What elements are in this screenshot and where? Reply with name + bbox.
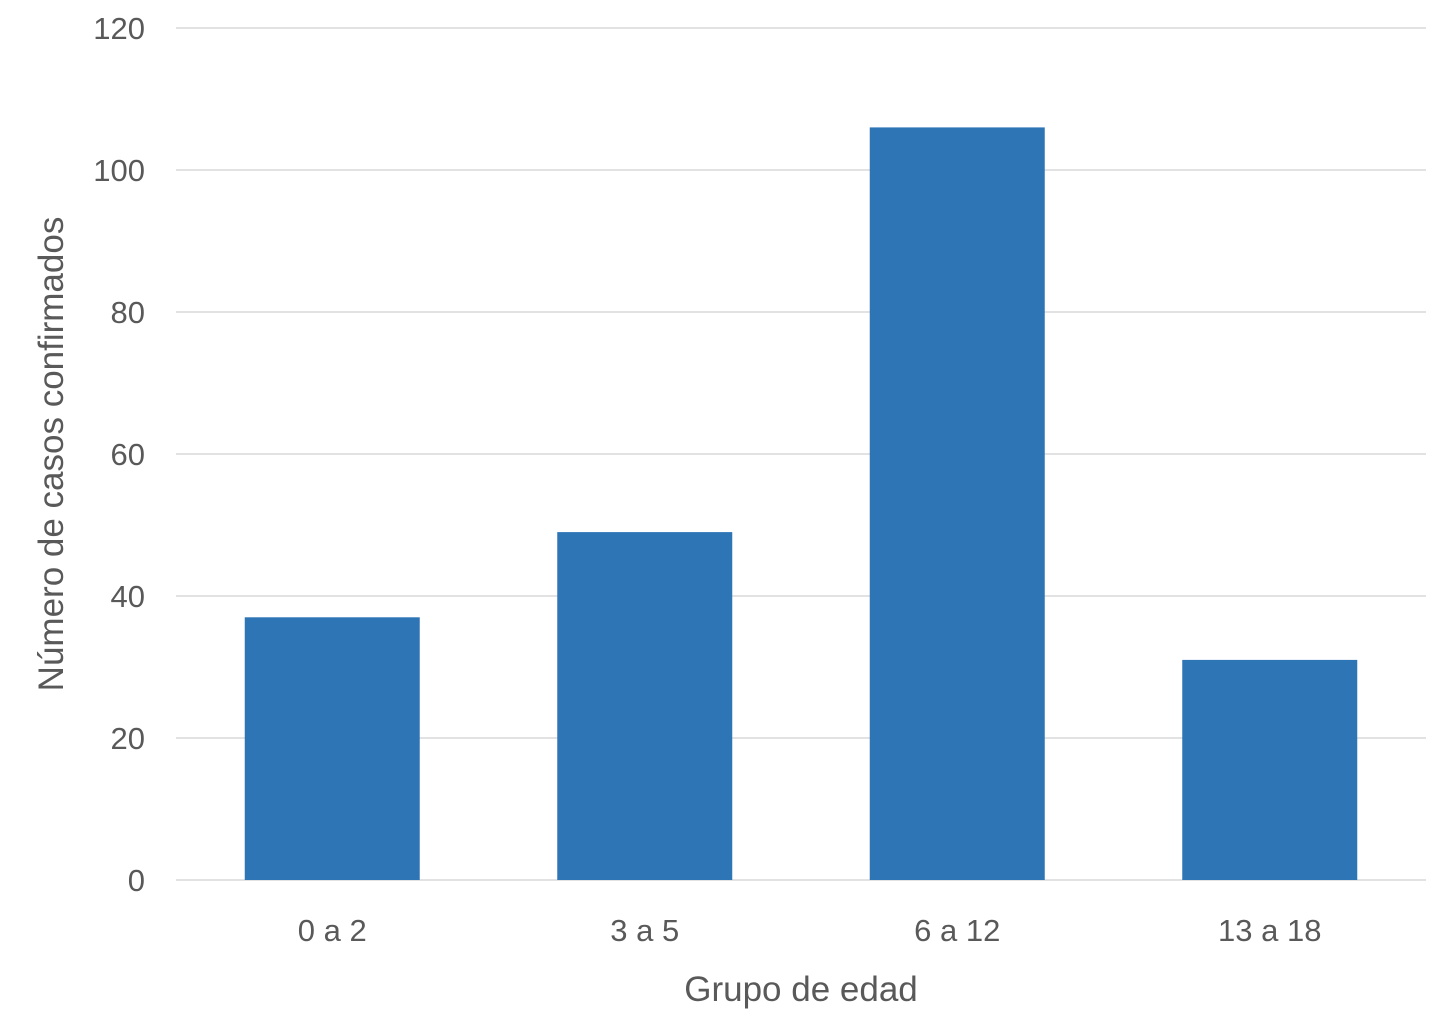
y-tick-label: 40 <box>111 579 145 614</box>
bars <box>244 127 1358 880</box>
x-tick-label: 6 a 12 <box>914 913 1000 948</box>
y-tick-labels: 0 20 40 60 80 100 120 <box>93 11 145 898</box>
x-tick-label: 3 a 5 <box>610 913 679 948</box>
y-tick-label: 100 <box>93 153 145 188</box>
x-tick-label: 13 a 18 <box>1218 913 1321 948</box>
bar <box>557 532 733 880</box>
bar <box>869 127 1045 880</box>
y-tick-label: 0 <box>128 863 145 898</box>
y-tick-label: 20 <box>111 721 145 756</box>
x-tick-label: 0 a 2 <box>298 913 367 948</box>
x-axis-title: Grupo de edad <box>684 970 918 1009</box>
y-tick-label: 120 <box>93 11 145 46</box>
y-axis-title: Número de casos confirmados <box>32 217 71 692</box>
bar <box>244 617 420 880</box>
y-tick-label: 80 <box>111 295 145 330</box>
bar <box>1182 659 1358 880</box>
y-tick-label: 60 <box>111 437 145 472</box>
x-tick-labels: 0 a 2 3 a 5 6 a 12 13 a 18 <box>298 913 1322 948</box>
